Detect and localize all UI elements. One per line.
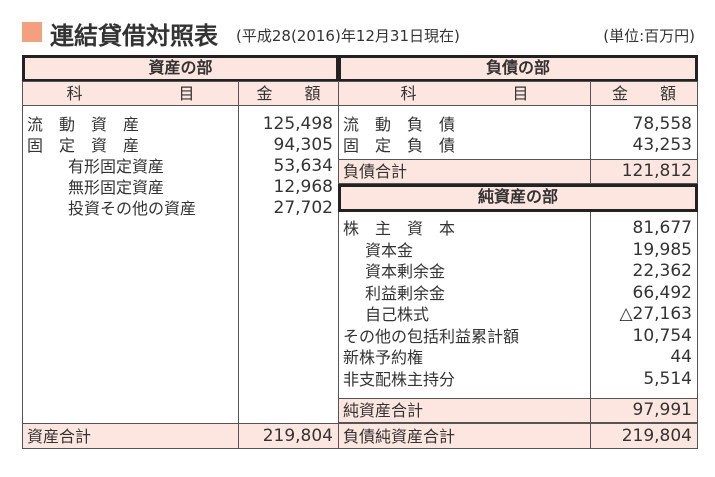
net-asset-value: 10,754 bbox=[632, 325, 692, 346]
page-title: 連結貸借対照表 bbox=[50, 22, 218, 50]
grand-total-value: 219,804 bbox=[621, 426, 692, 446]
net-asset-value: 22,362 bbox=[632, 261, 692, 281]
assets-section-header: 資産の部 bbox=[22, 55, 339, 82]
unit-label: (単位:百万円) bbox=[603, 27, 695, 45]
asset-label: 有形固定資産 bbox=[68, 157, 165, 176]
assets-total-label: 資産合計 bbox=[27, 427, 92, 446]
liability-value: 78,558 bbox=[632, 114, 692, 134]
asset-label: 固 定 資 産 bbox=[27, 136, 140, 155]
divider bbox=[590, 106, 591, 449]
net-asset-label: 資本剰余金 bbox=[365, 262, 446, 281]
net-assets-total-label: 純資産合計 bbox=[343, 401, 424, 420]
title-marker bbox=[22, 22, 42, 42]
liabilities-total-value: 121,812 bbox=[621, 161, 692, 181]
net-asset-label: 非支配株主持分 bbox=[343, 369, 456, 389]
grand-total-label: 負債純資産合計 bbox=[343, 427, 456, 446]
net-asset-label: その他の包括利益累計額 bbox=[343, 326, 520, 346]
assets-total-value: 219,804 bbox=[262, 426, 333, 446]
divider bbox=[238, 106, 239, 449]
asset-label: 投資その他の資産 bbox=[68, 199, 197, 218]
liabilities-section-header: 負債の部 bbox=[338, 55, 698, 82]
asset-label: 無形固定資産 bbox=[68, 178, 165, 197]
assets-col-amount: 金 額 bbox=[238, 81, 339, 106]
net-asset-value: △27,163 bbox=[619, 304, 692, 324]
divider bbox=[338, 106, 339, 449]
net-asset-value: 81,677 bbox=[632, 218, 692, 238]
net-assets-total-value: 97,991 bbox=[632, 400, 692, 420]
divider bbox=[590, 159, 591, 184]
liability-value: 43,253 bbox=[632, 135, 692, 155]
liabilities-total-row bbox=[338, 159, 698, 184]
net-asset-value: 5,514 bbox=[643, 368, 692, 389]
asset-value: 125,498 bbox=[262, 114, 333, 134]
divider bbox=[338, 423, 339, 449]
divider bbox=[238, 423, 239, 449]
net-asset-label: 新株予約権 bbox=[343, 348, 424, 367]
asset-label: 流 動 資 産 bbox=[27, 115, 140, 134]
net-asset-label: 自己株式 bbox=[365, 305, 430, 324]
net-asset-label: 株 主 資 本 bbox=[343, 219, 456, 238]
liability-label: 固 定 負 債 bbox=[343, 136, 456, 155]
liability-label: 流 動 負 債 bbox=[343, 115, 456, 134]
net-asset-label: 利益剰余金 bbox=[365, 283, 446, 303]
net-assets-total-row bbox=[338, 398, 698, 423]
liabilities-col-amount: 金 額 bbox=[590, 81, 698, 106]
divider bbox=[590, 423, 591, 449]
assets-col-item: 科 目 bbox=[22, 81, 239, 106]
net-asset-value: 44 bbox=[670, 347, 692, 367]
asset-value: 53,634 bbox=[273, 156, 333, 176]
grand-total-row bbox=[22, 423, 698, 449]
liabilities-col-item: 科 目 bbox=[338, 81, 591, 106]
net-asset-value: 66,492 bbox=[632, 282, 692, 303]
date-subtitle: (平成28(2016)年12月31日現在) bbox=[236, 27, 460, 45]
net-asset-value: 19,985 bbox=[632, 239, 692, 260]
liabilities-total-label: 負債合計 bbox=[343, 162, 408, 181]
divider bbox=[590, 398, 591, 423]
net-assets-section-header: 純資産の部 bbox=[338, 184, 698, 212]
asset-value: 27,702 bbox=[273, 198, 333, 218]
net-asset-label: 資本金 bbox=[365, 240, 414, 260]
asset-value: 12,968 bbox=[273, 177, 333, 197]
asset-value: 94,305 bbox=[273, 135, 333, 155]
